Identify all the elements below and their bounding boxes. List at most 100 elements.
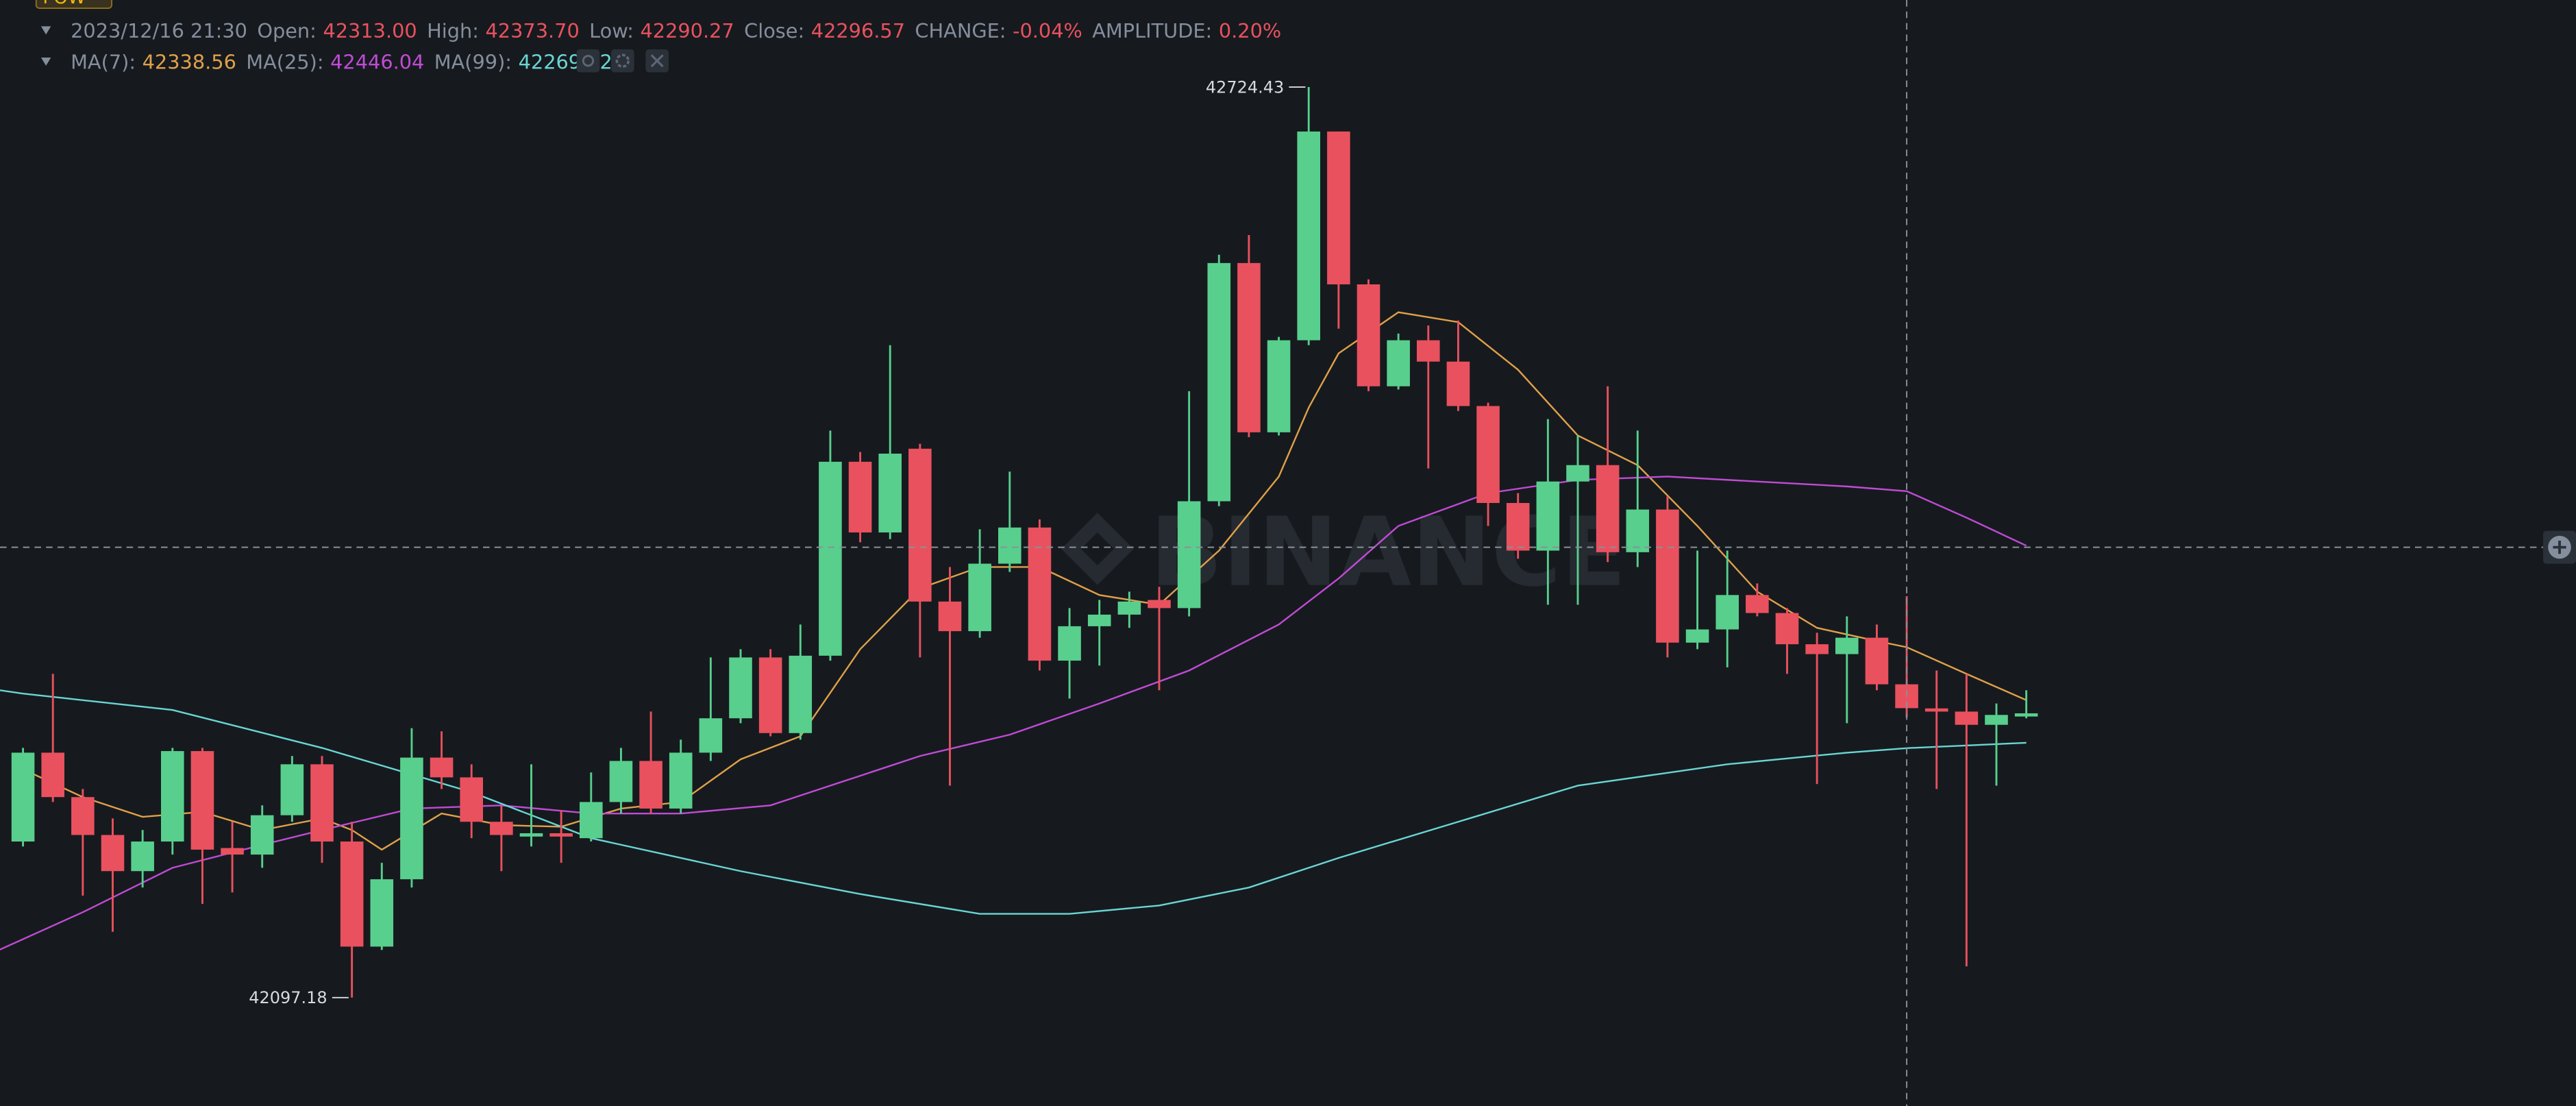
legend-ma-name: MA(7): <box>71 51 136 74</box>
candle-body <box>669 752 693 809</box>
candle-body <box>1237 262 1261 432</box>
candle-body <box>1566 465 1589 482</box>
ma-legend: MA(7): 42338.56 MA(25): 42446.04 MA(99): 4226… <box>71 51 612 74</box>
legend-ma-name: MA(99): <box>434 51 512 74</box>
close-icon-glyph <box>650 54 664 68</box>
candle-body <box>1955 711 1979 725</box>
candle-body <box>310 764 334 842</box>
candle-body <box>1476 406 1500 504</box>
ma-line <box>0 476 2027 950</box>
candle-body <box>131 841 154 872</box>
candle-body <box>1835 637 1859 654</box>
candle-body <box>968 563 991 632</box>
candle-body <box>190 751 214 850</box>
candle-body <box>1297 131 1320 341</box>
candle-body <box>1656 509 1679 643</box>
candle-body <box>1446 361 1470 406</box>
candle-body <box>1177 501 1201 609</box>
candle-body <box>1746 595 1769 613</box>
legend-field-name: Low: <box>589 19 634 42</box>
legend-field-value: 42313.00 <box>323 19 417 42</box>
collapse-arrow[interactable] <box>40 26 51 35</box>
candle-body <box>1327 131 1350 284</box>
candle-body <box>460 777 483 822</box>
legend-field-value: 0.20% <box>1219 19 1281 42</box>
eye-icon[interactable] <box>576 49 600 73</box>
candle-body <box>938 601 962 632</box>
settings-icon[interactable] <box>611 49 634 73</box>
candle-body <box>1028 527 1052 661</box>
legend-ma-value: 42338.56 <box>143 51 236 74</box>
tag-group: POW <box>35 0 113 9</box>
candle-body <box>1087 614 1111 626</box>
candle-body <box>1207 262 1231 502</box>
candle-body <box>729 657 752 719</box>
candle-body <box>161 751 184 842</box>
add-button[interactable] <box>2543 530 2576 564</box>
candle-body <box>758 657 782 733</box>
candle-body <box>1417 340 1440 362</box>
extreme-label: 42097.18 <box>249 988 327 1007</box>
candle-body <box>609 761 633 802</box>
candle-body <box>490 822 513 835</box>
indicator-icons <box>576 49 669 73</box>
candle-body <box>580 802 603 839</box>
candle-body <box>340 841 364 947</box>
candle-body <box>1058 626 1081 661</box>
candle-body <box>1626 509 1650 552</box>
candle-body <box>1148 600 1171 609</box>
candle-body <box>250 815 274 855</box>
legend-field-name: CHANGE: <box>915 19 1006 42</box>
candle-body <box>280 764 304 815</box>
add-button-plus <box>2553 541 2566 554</box>
candle-body <box>1387 340 1410 386</box>
candle-body <box>1267 340 1291 432</box>
legend-field-name: Close: <box>744 19 804 42</box>
ohlc-legend: 2023/12/16 21:30 Open: 42313.00 High: 42373.… <box>71 19 1281 42</box>
legend-field-value: 42290.27 <box>640 19 734 42</box>
legend-field-value: 42373.70 <box>485 19 579 42</box>
candle-body <box>430 757 454 778</box>
candle-body <box>101 835 125 872</box>
legend-field-value: -0.04% <box>1013 19 1082 42</box>
legend-date: 2023/12/16 21:30 <box>71 19 247 42</box>
settings-icon-glyph <box>615 53 630 68</box>
candle-body <box>221 848 244 855</box>
legend-field-name: AMPLITUDE: <box>1092 19 1212 42</box>
candle-body <box>519 833 543 837</box>
candle-body <box>1536 481 1560 551</box>
candle-body <box>878 453 902 533</box>
candle-body <box>639 761 662 809</box>
candles <box>11 87 2038 998</box>
candle-body <box>848 461 872 533</box>
tag-box <box>35 0 113 9</box>
candle-body <box>1985 715 2008 725</box>
candle-body <box>1716 595 1739 630</box>
collapse-arrow[interactable] <box>40 57 51 66</box>
candle-body <box>41 752 64 798</box>
candle-body <box>1685 629 1709 643</box>
candle-body <box>789 655 813 733</box>
tag-label: POW <box>42 0 86 8</box>
legend-ma-name: MA(25): <box>246 51 323 74</box>
legend-field-name: Open: <box>257 19 317 42</box>
candle-body <box>549 833 573 837</box>
candle-body <box>1865 637 1889 685</box>
candle-body <box>1775 613 1799 645</box>
candle-body <box>819 461 842 656</box>
candle-body <box>699 718 723 753</box>
legend-ma-value: 42446.04 <box>330 51 424 74</box>
candle-body <box>1357 284 1380 386</box>
candle-body <box>998 527 1021 564</box>
candle-body <box>71 797 95 835</box>
ma-line <box>0 689 2027 915</box>
candle-body <box>2014 713 2038 717</box>
candle-body <box>370 879 394 947</box>
legend-field-value: 42296.57 <box>811 19 905 42</box>
candle-body <box>908 448 932 602</box>
candle-body <box>1506 503 1530 551</box>
candle-body <box>1924 708 1948 712</box>
